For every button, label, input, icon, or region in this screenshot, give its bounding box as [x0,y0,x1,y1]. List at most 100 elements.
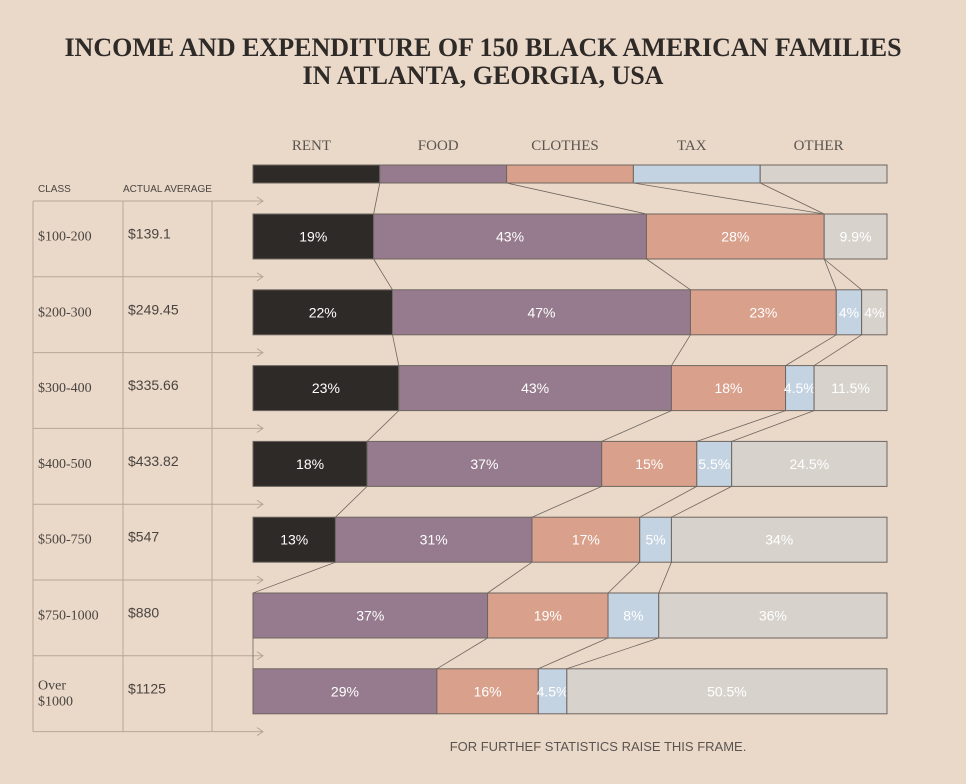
row-arrow-icon [256,651,264,661]
bar-segment-food [366,440,603,487]
connector-line [813,334,862,366]
bar-value-label: 17% [572,532,600,548]
bar-value-label: 47% [527,304,555,320]
bar-segment-tax [696,440,733,487]
bar-value-label: 22% [309,304,337,320]
bar-value-label: 24.5% [789,456,829,472]
average-value: $335.66 [128,377,179,393]
connector-line [731,410,815,442]
class-column-header: CLASS [38,184,71,195]
class-label: $100-200 [38,230,92,245]
class-label: $300-400 [38,381,92,396]
legend-label-tax: TAX [677,138,707,154]
average-value: $880 [128,605,159,621]
bar-value-label: 18% [714,380,742,396]
bar-value-label: 50.5% [707,683,747,699]
chart-title-line-2: IN ATLANTA, GEORGIA, USA [303,61,664,90]
bar-segment-clothes [436,668,539,715]
bar-segment-tax [639,516,672,563]
row-arrow-icon [256,727,264,737]
bar-value-label: 37% [470,456,498,472]
bar-segment-rent [252,365,400,412]
legend-swatch-rent [252,164,381,184]
connector-line [531,486,602,518]
bar-value-label: 43% [496,229,524,245]
bar-segment-other [566,668,888,715]
row-arrow-icon [256,423,264,433]
connector-line [487,561,533,594]
bar-segment-tax [835,289,863,336]
row-arrow-icon [256,499,264,509]
bar-segment-food [391,289,691,336]
bar-value-label: 43% [521,380,549,396]
legend-swatch-food [379,164,508,184]
bar-value-label: 23% [312,380,340,396]
row-arrow-icon [256,575,264,585]
bar-segment-food [334,516,533,563]
average-value: $433.82 [128,453,179,469]
stacked-bars: 19% 43% 28% 9.9% 22% 47% 23% 4% 4% 23% 43% 18% 4.5% 1… [252,213,888,715]
bar-segment-clothes [645,213,825,260]
bar-value-label: 15% [635,456,663,472]
connector-line [252,561,336,594]
average-value: $1125 [128,680,166,696]
connector-line [671,334,691,366]
bar-value-label: 4.5% [537,683,569,699]
bar-value-label: 29% [331,683,359,699]
row-arrow-icon [256,196,264,206]
bar-segment-food [252,592,489,639]
connector-line [639,486,697,518]
connector-line [823,258,862,291]
legend-label-clothes: CLOTHES [531,138,599,154]
legend-label-rent: RENT [292,138,331,154]
legend: RENT FOOD CLOTHES TAX OTHER [252,138,888,184]
chart-title-line-1: INCOME AND EXPENDITURE OF 150 BLACK AMER… [64,33,901,62]
row-arrow-icon [256,348,264,358]
legend-swatch-other [759,164,888,184]
connector-line [566,637,659,670]
bar-segment-clothes [531,516,641,563]
legend-label-food: FOOD [418,138,459,154]
bar-segment-other [823,213,888,260]
bar-value-label: 4.5% [784,380,816,396]
bar-segment-clothes [689,289,837,336]
connector-line [671,486,732,518]
connector-line [601,410,672,442]
connector-line [373,182,381,215]
bar-segment-other [670,516,888,563]
bar-value-label: 36% [759,608,787,624]
footer-note: FOR FURTHEF STATISTICS RAISE THIS FRAME. [450,739,747,754]
bar-segment-rent [252,440,368,487]
bar-value-label: 23% [749,304,777,320]
class-label: $1000 [38,694,73,709]
bar-segment-food [398,365,672,412]
connector-line [392,334,400,366]
bar-segment-clothes [601,440,698,487]
class-label: $500-750 [38,533,92,548]
connector-line [760,182,825,215]
connector-line [823,258,837,290]
bar-value-label: 5% [645,532,665,548]
connector-line [646,258,691,291]
connector-line [366,410,400,442]
class-label: $400-500 [38,457,92,472]
bar-value-label: 37% [356,608,384,624]
bar-value-label: 9.9% [840,229,872,245]
connector-line [538,637,609,670]
class-label: Over [38,678,66,693]
legend-label-other: OTHER [794,138,844,154]
bar-value-label: 19% [534,608,562,624]
bar-segment-tax [785,365,815,412]
bar-segment-food [252,668,438,715]
bar-value-label: 28% [721,229,749,245]
class-table: $100-200 $139.1 $200-300 $249.45 $300-400 $33… [32,196,264,737]
bar-value-label: 31% [420,532,448,548]
connector-lines [252,182,862,670]
connector-line [633,182,825,215]
bar-value-label: 34% [765,532,793,548]
legend-swatch-clothes [506,164,634,184]
average-value: $547 [128,529,159,545]
average-value: $139.1 [128,226,171,242]
class-label: $750-1000 [38,609,99,624]
